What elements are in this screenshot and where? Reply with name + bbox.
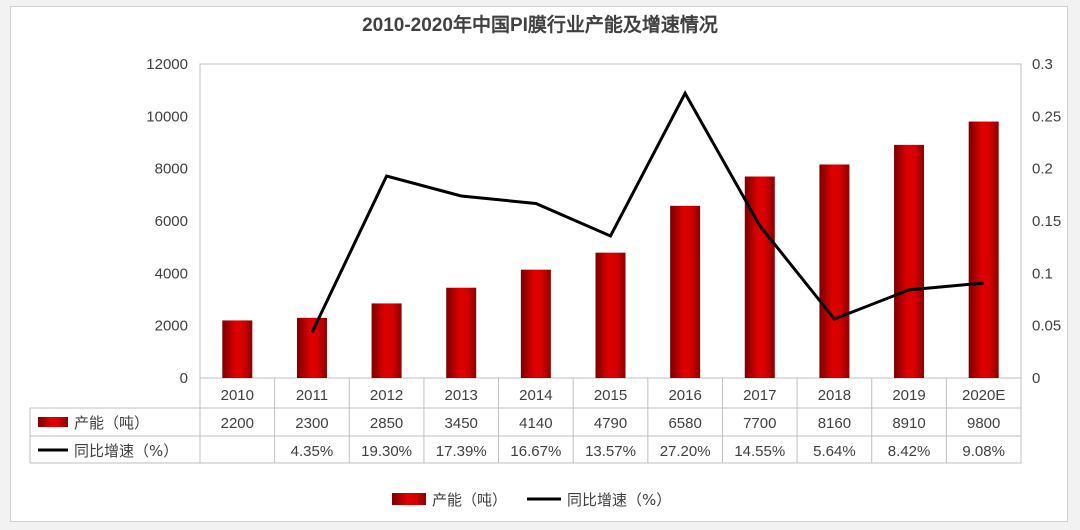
x-tick-label: 2018	[818, 387, 851, 404]
x-tick-label: 2014	[519, 387, 552, 404]
x-tick-label: 2016	[668, 387, 701, 404]
y-right-tick-label: 0.25	[1032, 108, 1061, 125]
bar-data-label: 3450	[445, 415, 478, 432]
y-right-tick-label: 0.05	[1032, 318, 1061, 335]
bar	[819, 164, 850, 378]
x-tick-label: 2020E	[962, 387, 1005, 404]
legend-label: 同比增速（%）	[567, 491, 671, 509]
line-data-label: 4.35%	[291, 443, 334, 460]
y-right-tick-label: 0.1	[1032, 265, 1053, 282]
bar	[894, 144, 925, 378]
bar	[222, 320, 253, 378]
line-data-label: 17.39%	[436, 443, 487, 460]
line-data-label: 5.64%	[813, 443, 856, 460]
bar	[446, 287, 477, 378]
line-data-label: 14.55%	[734, 443, 785, 460]
bar	[968, 121, 999, 379]
x-tick-label: 2017	[743, 387, 776, 404]
table-row-header: 产能（吨）	[74, 414, 149, 432]
x-tick-label: 2010	[221, 387, 254, 404]
line-data-label: 19.30%	[361, 443, 412, 460]
y-left-tick-label: 0	[180, 370, 188, 387]
growth-line	[310, 90, 984, 334]
y-left-tick-label: 2000	[155, 318, 188, 335]
x-tick-label: 2012	[370, 387, 403, 404]
line-data-label: 16.67%	[510, 443, 561, 460]
bar-data-label: 2850	[370, 415, 403, 432]
bar-data-label: 4790	[594, 415, 627, 432]
line-data-label: 9.08%	[962, 443, 1005, 460]
y-left-tick-label: 6000	[155, 213, 188, 230]
bar-data-label: 6580	[668, 415, 701, 432]
chart-title: 2010-2020年中国PI膜行业产能及增速情况	[362, 15, 718, 36]
y-left-tick-label: 10000	[146, 108, 188, 125]
bar	[670, 205, 701, 378]
y-right-tick-label: 0	[1032, 370, 1040, 387]
bar	[520, 269, 551, 378]
table-row-header: 同比增速（%）	[74, 442, 178, 460]
bar-data-label: 7700	[743, 415, 776, 432]
bar	[296, 317, 327, 378]
line-data-label: 27.20%	[660, 443, 711, 460]
bar	[595, 252, 626, 378]
bar-data-label: 2300	[295, 415, 328, 432]
bar	[371, 303, 402, 378]
y-right-tick-label: 0.3	[1032, 56, 1053, 73]
y-left-tick-label: 12000	[146, 56, 188, 73]
line-data-label: 8.42%	[888, 443, 931, 460]
legend-label: 产能（吨）	[432, 491, 507, 509]
bar-data-label: 8160	[818, 415, 851, 432]
x-tick-label: 2013	[445, 387, 478, 404]
bar-data-label: 2200	[221, 415, 254, 432]
x-tick-label: 2015	[594, 387, 627, 404]
x-tick-label: 2011	[296, 387, 328, 404]
y-right-tick-label: 0.15	[1032, 213, 1061, 230]
legend-swatch-bar	[392, 493, 426, 505]
bar-data-label: 8910	[892, 415, 925, 432]
y-left-tick-label: 4000	[155, 265, 188, 282]
x-tick-label: 2019	[892, 387, 925, 404]
line-data-label: 13.57%	[585, 443, 636, 460]
y-right-tick-label: 0.2	[1032, 161, 1053, 178]
bar-data-label: 9800	[967, 415, 1000, 432]
table-key-bar	[38, 417, 68, 427]
y-left-tick-label: 8000	[155, 161, 188, 178]
bar-data-label: 4140	[519, 415, 552, 432]
